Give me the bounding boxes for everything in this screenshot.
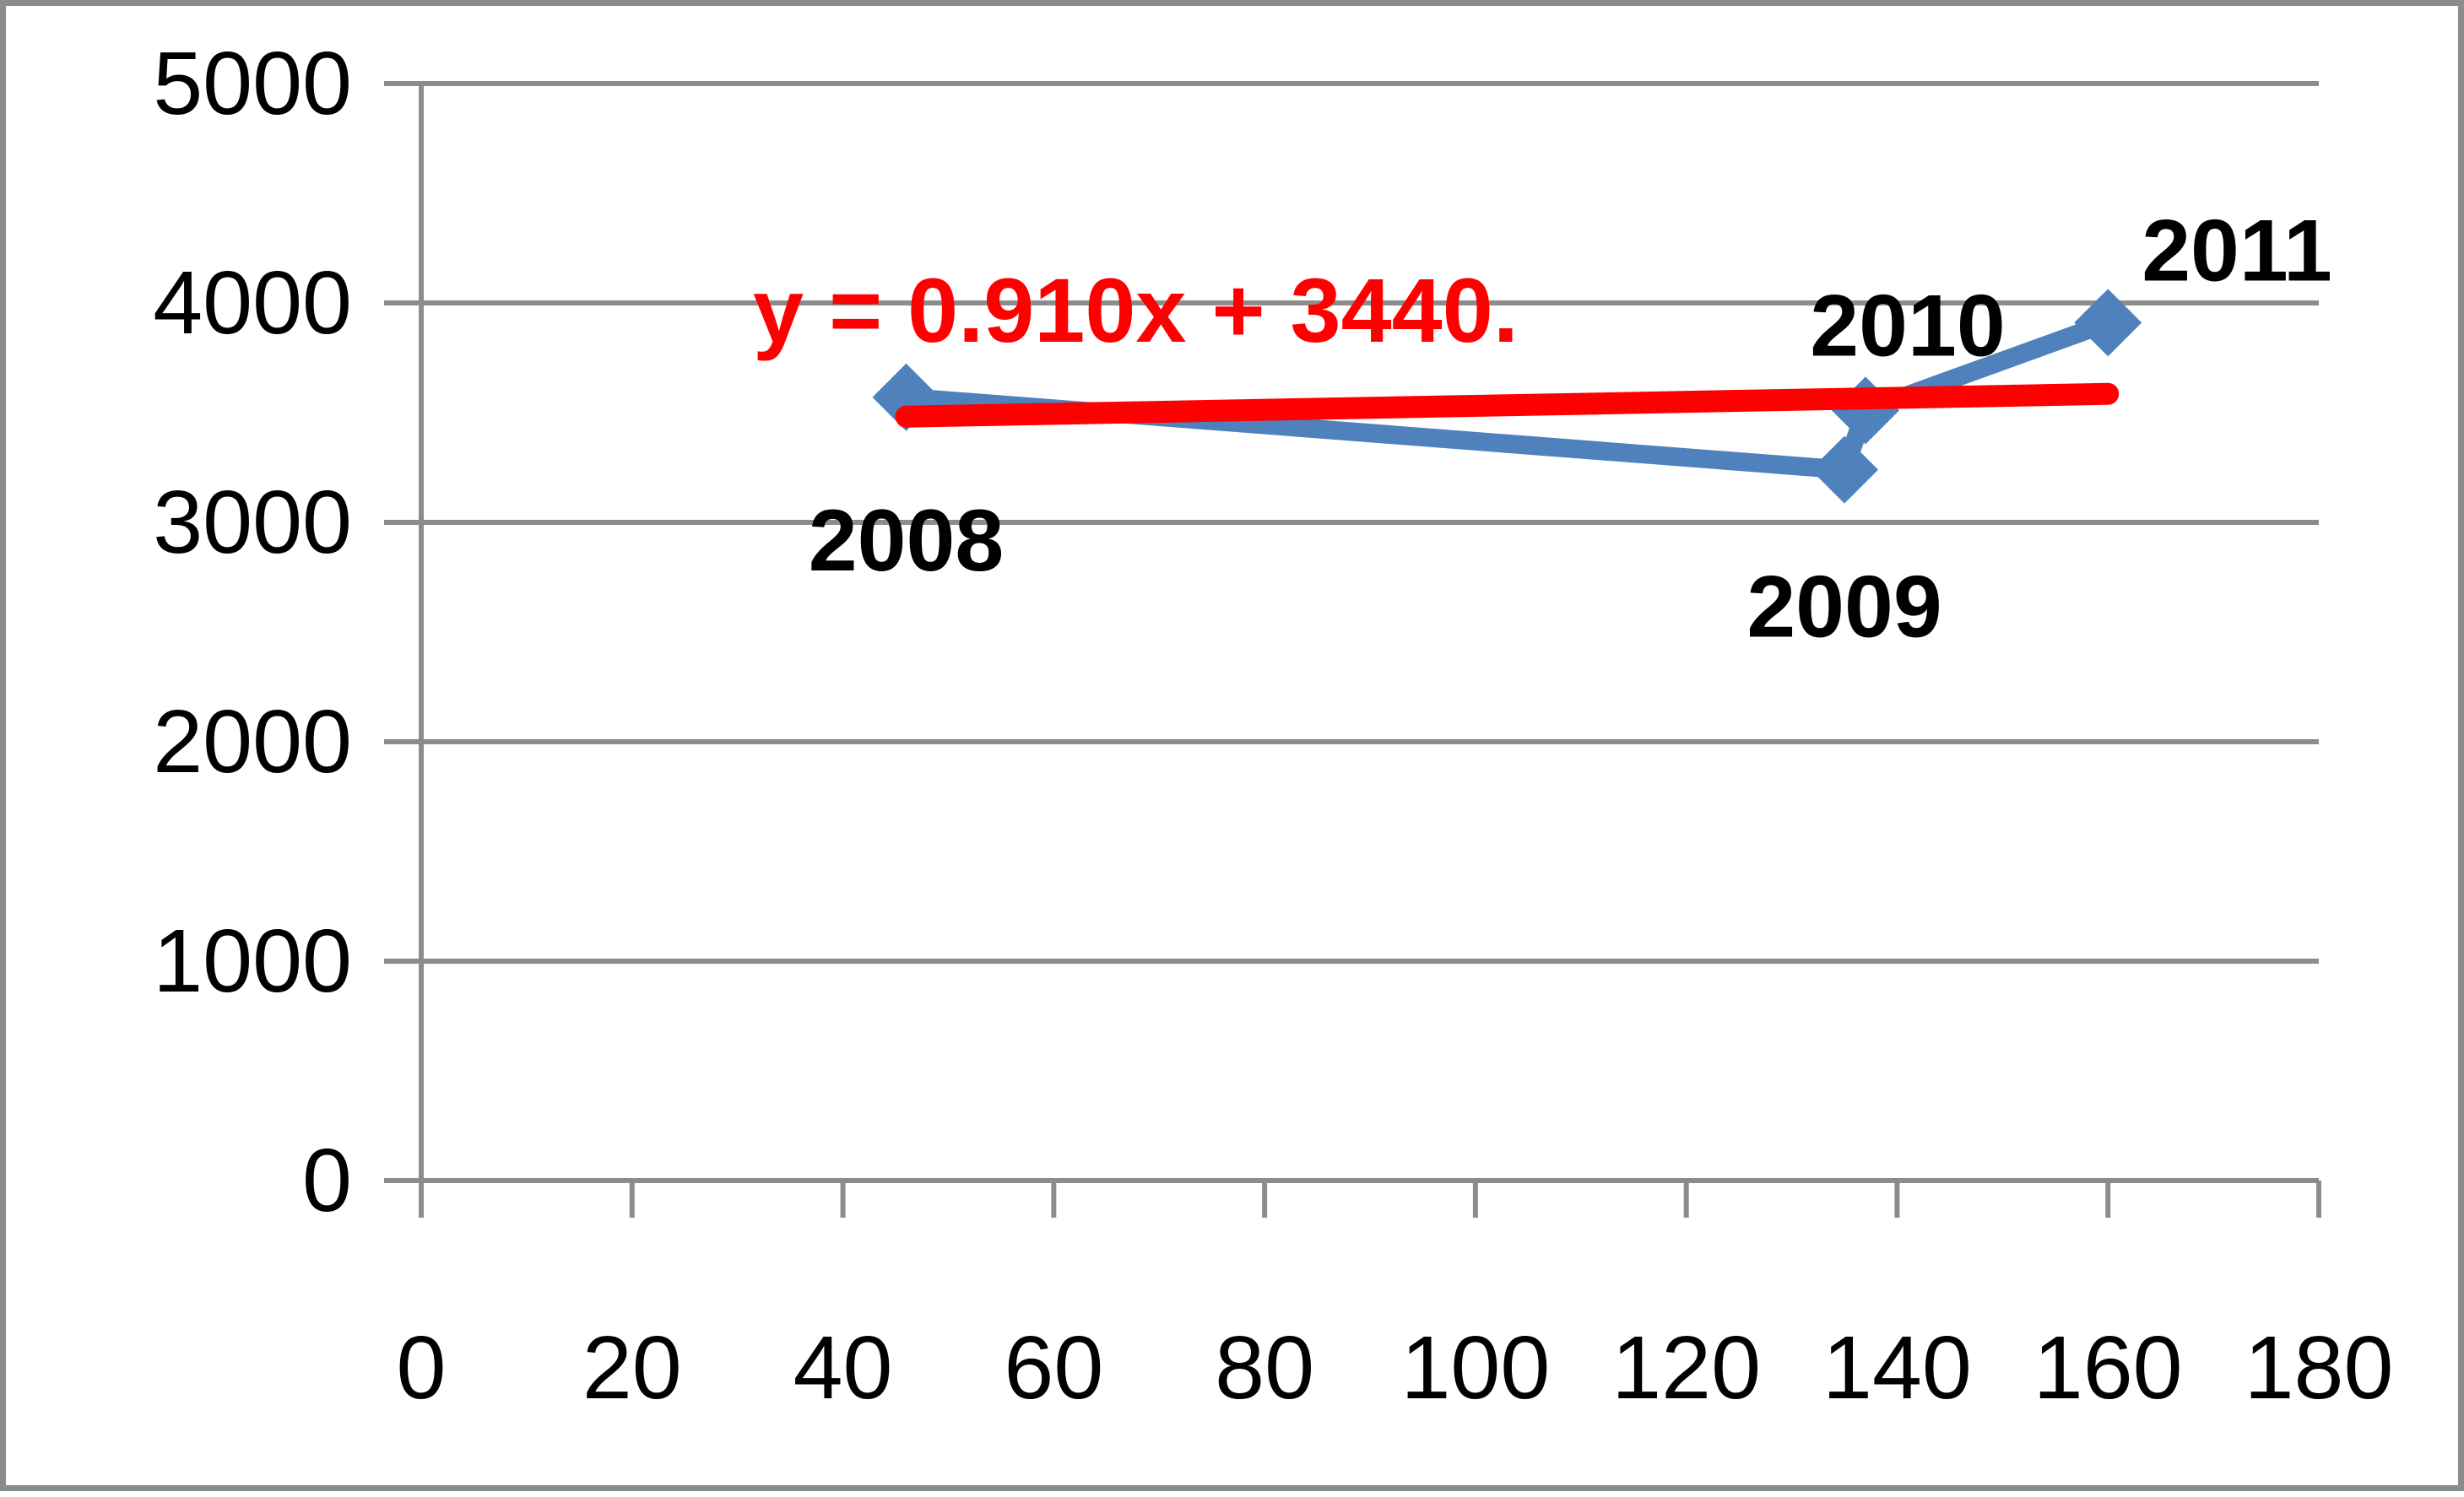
gridlines	[384, 81, 2319, 1183]
trendline	[895, 382, 2120, 428]
data-point-label: 2010	[1810, 277, 2005, 375]
x-tick-label: 160	[2033, 1318, 2183, 1418]
x-tick-label: 140	[1822, 1318, 1972, 1418]
y-tick-label: 2000	[153, 692, 352, 792]
x-tick-label: 60	[1004, 1318, 1103, 1418]
x-tick-label: 100	[1400, 1318, 1550, 1418]
data-point-label: 2009	[1746, 559, 1941, 657]
data-point-marker	[2074, 289, 2142, 357]
x-tick-label: 40	[793, 1318, 893, 1418]
chart-plot: 0 1000 2000 3000 4000 5000 0 20 40 60 80 100 120 140…	[153, 34, 2394, 1418]
series-line	[896, 313, 2118, 479]
y-tick-label: 0	[302, 1131, 352, 1230]
trendline-equation: y = 0.910x + 3440.	[753, 259, 1519, 361]
x-tick-label: 0	[397, 1318, 447, 1418]
data-point-label: 2011	[2142, 202, 2332, 300]
data-point-marker	[1811, 435, 1878, 504]
x-tick-label: 80	[1215, 1318, 1314, 1418]
y-tick-label: 4000	[153, 253, 352, 353]
x-tick-label: 180	[2245, 1318, 2394, 1418]
x-tick-label: 120	[1611, 1318, 1761, 1418]
y-axis-tick-labels: 0 1000 2000 3000 4000 5000	[153, 34, 352, 1230]
y-tick-label: 1000	[153, 911, 352, 1011]
x-tick-label: 20	[582, 1318, 682, 1418]
axes	[419, 84, 2321, 1218]
point-labels: 2008 2009 2010 2011	[809, 202, 2332, 656]
data-point-marker	[1831, 376, 1899, 445]
y-tick-label: 5000	[153, 34, 352, 133]
trendline-group	[895, 382, 2120, 428]
y-tick-label: 3000	[153, 473, 352, 572]
data-point-label: 2008	[809, 492, 1004, 590]
x-axis-tick-labels: 0 20 40 60 80 100 120 140 160 180	[397, 1318, 2394, 1418]
